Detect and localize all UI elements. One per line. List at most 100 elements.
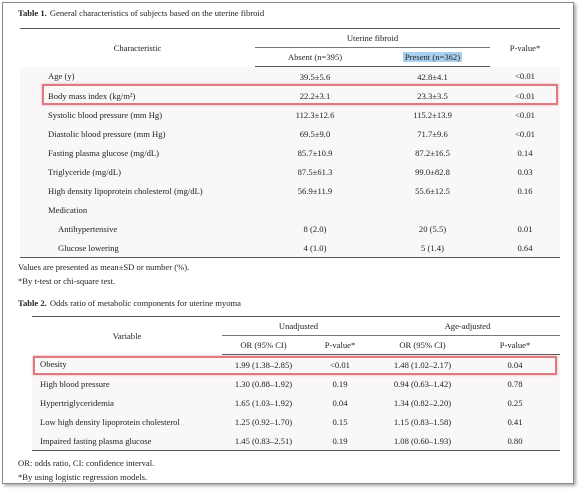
table-cell: 115.2±13.9	[375, 105, 490, 124]
table-cell: 87.2±16.5	[375, 143, 490, 162]
table-cell: Systolic blood pressure (mm Hg)	[20, 105, 255, 124]
table-cell: Triglyceride (mg/dL)	[20, 162, 255, 181]
table-cell: 0.25	[470, 393, 561, 412]
header-cell: P-value*	[470, 335, 561, 355]
header-text: Present (n=362)	[402, 52, 463, 62]
table-cell: 4 (1.0)	[255, 238, 375, 258]
table-cell: 0.94 (0.63–1.42)	[375, 374, 470, 393]
table-cell: 0.19	[305, 374, 375, 393]
table-row: Low high density lipoprotein cholesterol…	[32, 412, 561, 431]
table-row: Antihypertensive 8 (2.0) 20 (5.5) 0.01	[20, 219, 560, 238]
table-cell: 0.03	[490, 162, 560, 181]
table-cell: 1.65 (1.03–1.92)	[222, 393, 305, 412]
header-cell: OR (95% CI)	[375, 335, 470, 355]
table-cell: Age (y)	[20, 66, 255, 86]
highlight-box	[33, 356, 557, 375]
table-row: Fasting plasma glucose (mg/dL) 85.7±10.9 8…	[20, 143, 560, 162]
table-label: Table 1.	[18, 8, 47, 18]
table: Characteristic Uterine fibroid P-value* Abs…	[20, 28, 560, 258]
table-cell: 0.80	[470, 431, 561, 451]
header-group: Uterine fibroid	[255, 28, 490, 48]
table-head: Characteristic Uterine fibroid P-value* Abs…	[20, 28, 560, 67]
table-cell: 0.14	[490, 143, 560, 162]
header-cell: Variable	[112, 330, 142, 341]
table-cell: 5 (1.4)	[375, 238, 490, 258]
table-cell: 0.19	[305, 431, 375, 451]
table-cell: 20 (5.5)	[375, 219, 490, 238]
header-cell: P-value*	[305, 335, 375, 355]
table-cell: Medication	[20, 200, 255, 219]
table-note: *By using logistic regression models.	[18, 472, 148, 482]
header-cell: P-value*	[509, 42, 541, 53]
table-cell: 55.6±12.5	[375, 181, 490, 200]
table-cell: 23.3±3.5	[375, 86, 490, 105]
table-cell: Impaired fasting plasma glucose	[32, 431, 222, 451]
table-row: High blood pressure 1.30 (0.88–1.92) 0.19 0…	[32, 374, 561, 393]
table-label: Table 2.	[18, 298, 47, 308]
table-row: Systolic blood pressure (mm Hg) 112.3±12.…	[20, 105, 560, 124]
header-row: Characteristic Uterine fibroid P-value*	[20, 28, 560, 53]
table-body: Obesity 1.99 (1.38–2.85) <0.01 1.48 (1.02–2…	[32, 354, 561, 451]
table-cell: 0.15	[305, 412, 375, 431]
table: Variable Unadjusted Age-adjusted OR (95% CI…	[32, 316, 561, 451]
table-cell	[490, 200, 560, 219]
table-cell: 69.5±9.0	[255, 124, 375, 143]
table-note: Values are presented as mean±SD or numbe…	[18, 262, 190, 272]
table-cell: 1.48 (1.02–2.17)	[375, 354, 470, 374]
table-cell: Antihypertensive	[20, 219, 255, 238]
table-cell: 71.7±9.6	[375, 124, 490, 143]
table-cell: 0.16	[490, 181, 560, 200]
table-cell: Low high density lipoprotein cholesterol	[32, 412, 222, 431]
table-row: Glucose lowering 4 (1.0) 5 (1.4) 0.64	[20, 238, 560, 258]
table-cell: 1.30 (0.88–1.92)	[222, 374, 305, 393]
table-cell: 42.8±4.1	[375, 66, 490, 86]
table-cell	[375, 200, 490, 219]
table-cell: 1.99 (1.38–2.85)	[222, 354, 305, 374]
highlight-box	[42, 84, 558, 105]
table-note: *By t-test or chi-square test.	[18, 276, 116, 286]
table-cell: <0.01	[490, 105, 560, 124]
header-group: Unadjusted	[222, 316, 375, 336]
table-row: Triglyceride (mg/dL) 87.5±61.3 99.0±82.8 0.…	[20, 162, 560, 181]
table-row: Medication	[20, 200, 560, 219]
table-cell: 1.25 (0.92–1.70)	[222, 412, 305, 431]
table-row: Obesity 1.99 (1.38–2.85) <0.01 1.48 (1.02–2…	[32, 354, 561, 374]
table-cell: <0.01	[490, 66, 560, 86]
header-text: Absent (n=395)	[287, 52, 343, 62]
table-row: Hypertriglyceridemia 1.65 (1.03–1.92) 0.04…	[32, 393, 561, 412]
table-cell: 112.3±12.6	[255, 105, 375, 124]
header-cell: Present (n=362)	[375, 47, 490, 67]
table-cell: 1.34 (0.82–2.20)	[375, 393, 470, 412]
table-row: High density lipoprotein cholesterol (mg…	[20, 181, 560, 200]
table-body: Age (y) 39.5±5.6 42.8±4.1 <0.01 Body mass in…	[20, 66, 560, 258]
table-cell: Diastolic blood pressure (mm Hg)	[20, 124, 255, 143]
table-cell: Glucose lowering	[20, 238, 255, 258]
header-row: Variable Unadjusted Age-adjusted	[32, 316, 561, 341]
table-cell: Hypertriglyceridemia	[32, 393, 222, 412]
table-cell: <0.01	[305, 354, 375, 374]
table-row: Impaired fasting plasma glucose 1.45 (0.8…	[32, 431, 561, 451]
table-head: Variable Unadjusted Age-adjusted OR (95% CI…	[32, 316, 561, 355]
header-cell: Absent (n=395)	[255, 47, 375, 67]
header-row: OR (95% CI) P-value* OR (95% CI) P-value*	[32, 335, 561, 355]
table-cell: 8 (2.0)	[255, 219, 375, 238]
table-cell: 0.64	[490, 238, 560, 258]
table-cell: High density lipoprotein cholesterol (mg…	[20, 181, 255, 200]
table-cell	[255, 200, 375, 219]
table-cell: 85.7±10.9	[255, 143, 375, 162]
table-cell: Obesity	[32, 354, 222, 374]
table-cell: 39.5±5.6	[255, 66, 375, 86]
table-cell: Fasting plasma glucose (mg/dL)	[20, 143, 255, 162]
table-row: Diastolic blood pressure (mm Hg) 69.5±9.0…	[20, 124, 560, 143]
header-cell: OR (95% CI)	[222, 335, 305, 355]
table-note: OR: odds ratio, CI: confidence interval.	[18, 458, 155, 468]
table-row: Age (y) 39.5±5.6 42.8±4.1 <0.01	[20, 66, 560, 86]
table-cell: Body mass index (kg/m²)	[20, 86, 255, 105]
header-group: Age-adjusted	[375, 316, 561, 336]
table-cell: <0.01	[490, 86, 560, 105]
table-cell: 1.08 (0.60–1.93)	[375, 431, 470, 451]
table-cell: 0.04	[470, 354, 561, 374]
header-row: Absent (n=395) Present (n=362)	[20, 47, 560, 67]
table-title: Table 1. General characteristics of subje…	[18, 8, 264, 18]
table-cell: 99.0±82.8	[375, 162, 490, 181]
